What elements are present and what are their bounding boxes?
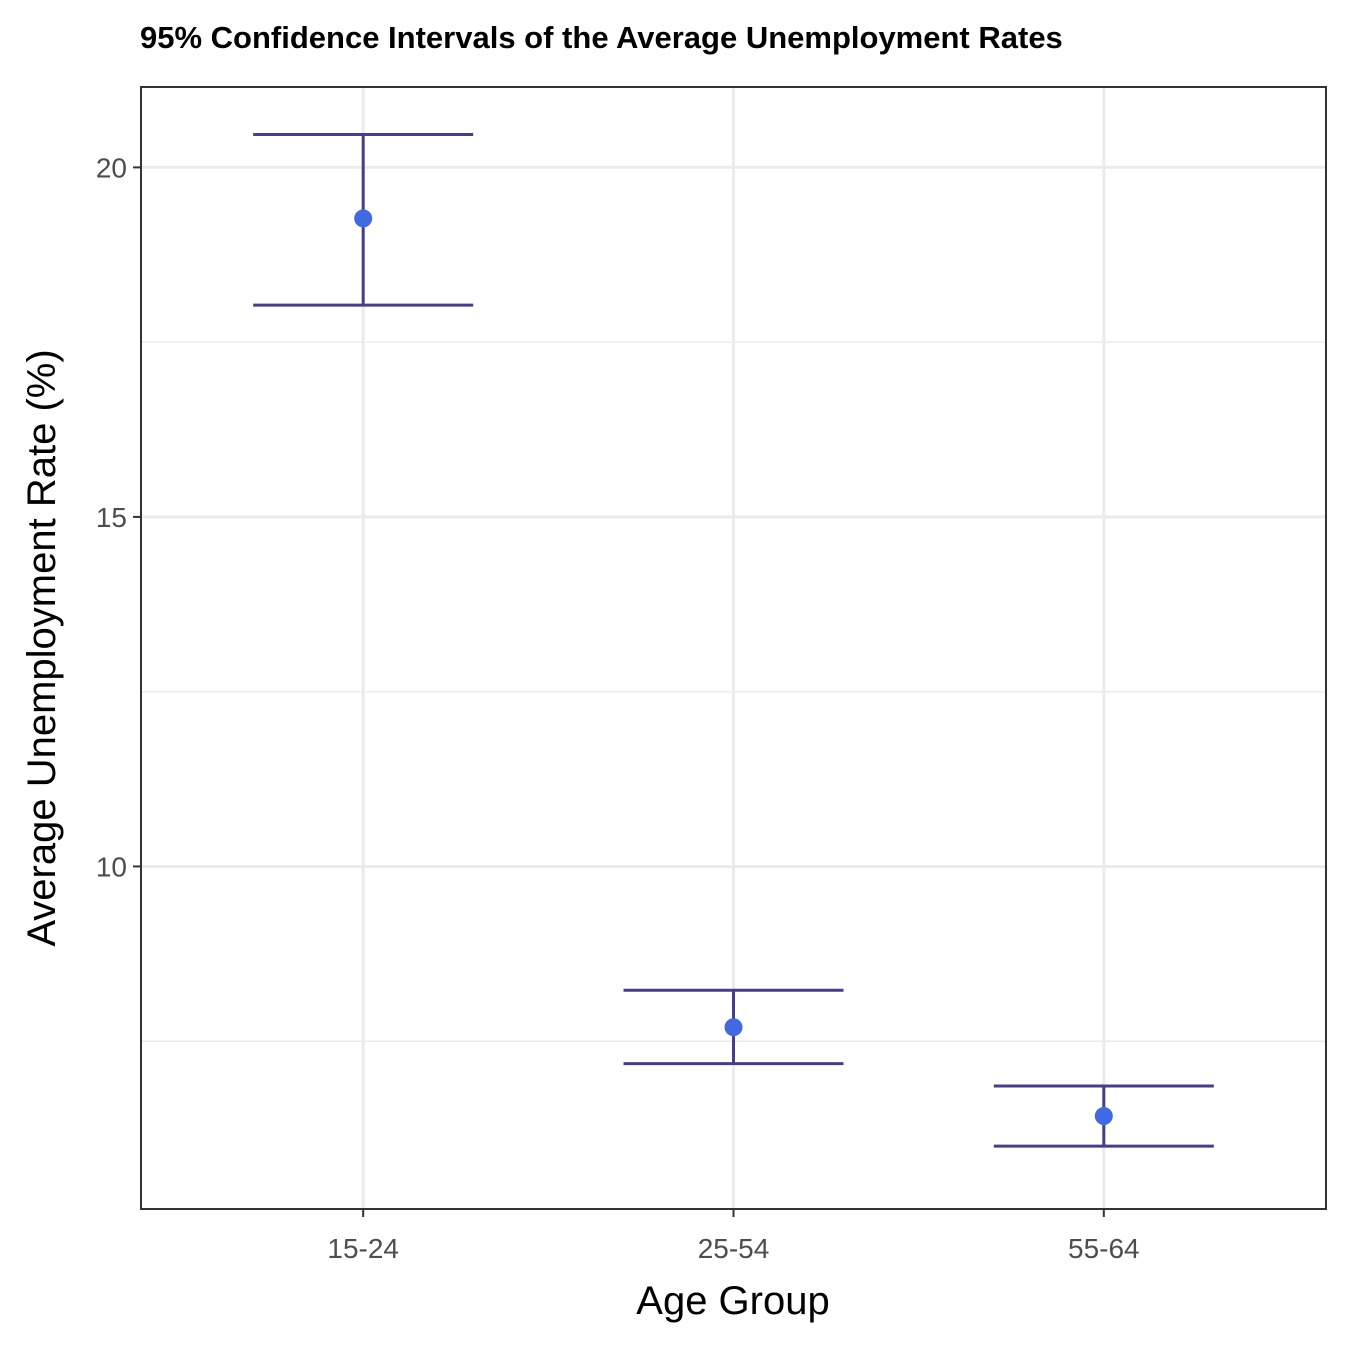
mean-point bbox=[354, 209, 373, 228]
x-tick-label: 55-64 bbox=[1068, 1233, 1140, 1264]
y-tick-label: 10 bbox=[96, 851, 127, 882]
y-axis-title: Average Unemployment Rate (%) bbox=[20, 349, 64, 946]
y-tick-label: 15 bbox=[96, 502, 127, 533]
axes: 10 15 20 15-24 25-54 55-64 bbox=[96, 152, 1140, 1264]
y-tick-label: 20 bbox=[96, 152, 127, 183]
mean-points bbox=[354, 209, 1113, 1126]
x-tick-label: 15-24 bbox=[327, 1233, 399, 1264]
mean-point bbox=[1094, 1107, 1113, 1126]
grid bbox=[141, 87, 1326, 1209]
mean-point bbox=[724, 1018, 743, 1037]
x-tick-label: 25-54 bbox=[698, 1233, 770, 1264]
x-axis-title: Age Group bbox=[636, 1279, 829, 1323]
chart-title: 95% Confidence Intervals of the Average … bbox=[140, 20, 1063, 55]
